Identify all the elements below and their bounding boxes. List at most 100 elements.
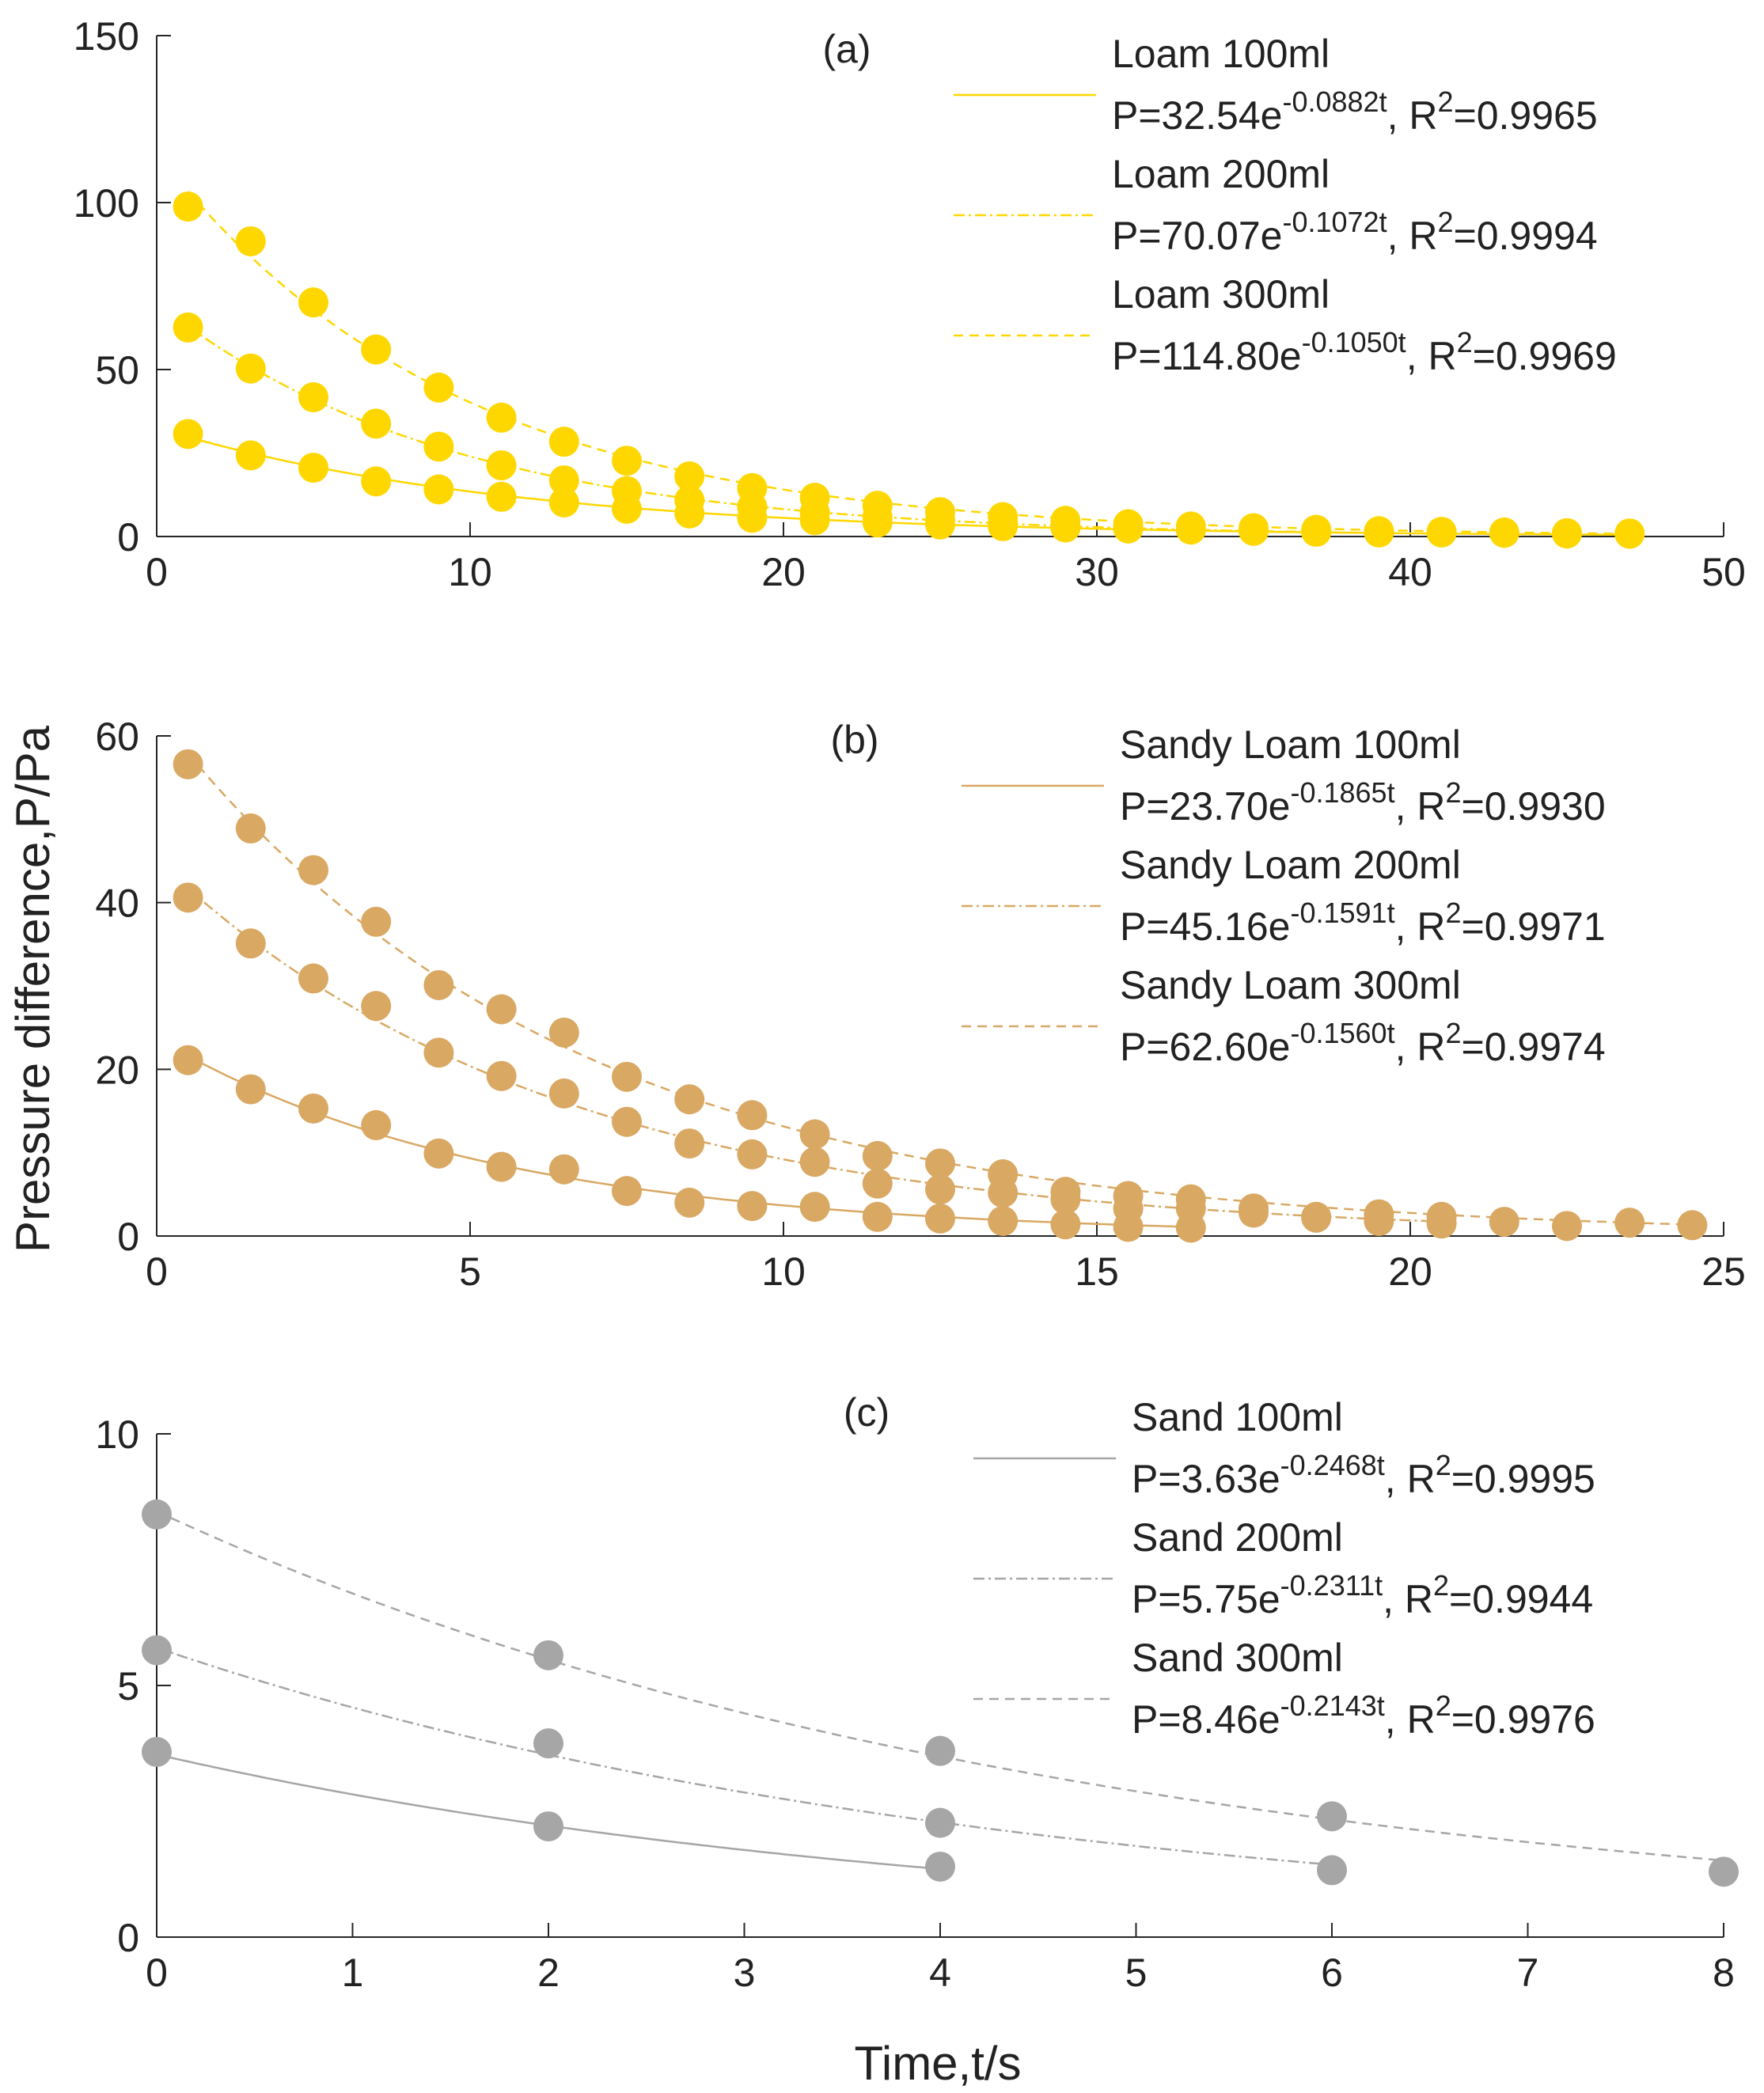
- equation-base: P=3.63e: [1132, 1457, 1280, 1501]
- data-point-series-3: [1175, 511, 1206, 542]
- legend-equation: P=114.80e-0.1050t, R2=0.9969: [1112, 326, 1617, 378]
- x-tick-label: 0: [146, 550, 168, 594]
- x-tick-label: 3: [734, 1951, 756, 1995]
- equation-r: , R: [1395, 904, 1446, 949]
- x-tick-label: 20: [761, 550, 806, 594]
- data-point-series-3: [737, 1100, 768, 1131]
- data-point-series-3: [548, 427, 579, 457]
- data-point-series-1: [799, 1192, 830, 1223]
- x-tick-label: 50: [1701, 550, 1746, 594]
- x-tick-label: 30: [1075, 550, 1119, 594]
- data-point-series-2: [361, 408, 392, 439]
- data-point-series-3: [1301, 514, 1332, 545]
- equation-r-squared-sup: 2: [1438, 206, 1454, 238]
- data-point-series-3: [612, 1061, 642, 1092]
- data-point-series-2: [925, 1807, 955, 1838]
- data-point-series-3: [988, 1159, 1019, 1190]
- data-point-series-3: [298, 855, 328, 885]
- data-point-series-3: [361, 906, 392, 937]
- x-tick-label: 7: [1517, 1951, 1539, 1995]
- equation-r: , R: [1383, 1577, 1433, 1621]
- x-tick-label: 15: [1075, 1249, 1119, 1294]
- equation-r-squared-sup: 2: [1446, 897, 1462, 929]
- data-point-series-1: [173, 419, 203, 449]
- data-point-series-3: [925, 1148, 955, 1179]
- data-point-series-3: [1050, 1177, 1081, 1208]
- data-point-series-2: [533, 1728, 563, 1759]
- data-point-series-3: [1175, 1184, 1206, 1215]
- x-tick-label: 5: [459, 1249, 481, 1294]
- x-tick-label: 20: [1388, 1249, 1432, 1294]
- data-point-series-3: [674, 1084, 705, 1115]
- data-point-series-3: [799, 483, 830, 514]
- equation-base: P=70.07e: [1112, 214, 1282, 258]
- data-point-series-3: [1489, 517, 1519, 548]
- data-point-series-3: [1552, 518, 1582, 548]
- data-point-series-2: [298, 963, 328, 994]
- data-point-series-3: [486, 402, 517, 433]
- data-point-series-3: [1364, 516, 1394, 547]
- equation-base: P=32.54e: [1112, 93, 1282, 138]
- y-tick-label: 100: [74, 181, 139, 226]
- data-point-series-1: [361, 1109, 392, 1140]
- fit-curve-series-2: [156, 1647, 1333, 1866]
- data-point-series-3: [1113, 509, 1144, 540]
- legend-series-name: Loam 200ml: [1112, 152, 1330, 196]
- equation-r-value: =0.9944: [1449, 1577, 1593, 1621]
- data-point-series-3: [235, 813, 266, 844]
- y-tick-label: 0: [117, 1215, 139, 1259]
- x-tick-label: 1: [342, 1951, 364, 1995]
- data-point-series-3: [1552, 1211, 1582, 1242]
- equation-r-value: =0.9974: [1462, 1025, 1606, 1069]
- data-point-series-2: [361, 991, 392, 1022]
- data-point-series-3: [925, 1735, 955, 1766]
- equation-exponent: -0.0882t: [1282, 85, 1387, 118]
- data-point-series-1: [235, 1074, 266, 1105]
- legend-series-name: Sand 300ml: [1132, 1636, 1343, 1680]
- equation-r-squared-sup: 2: [1436, 1449, 1451, 1481]
- data-point-series-1: [486, 1151, 517, 1182]
- panel-label: (a): [822, 27, 871, 71]
- equation-r-squared-sup: 2: [1436, 1689, 1451, 1722]
- data-point-series-3: [1709, 1856, 1739, 1887]
- data-point-series-2: [737, 1139, 768, 1170]
- data-point-series-2: [173, 882, 203, 913]
- equation-r-value: =0.9965: [1454, 93, 1598, 138]
- legend-series-name: Sand 200ml: [1132, 1515, 1343, 1560]
- data-point-series-2: [612, 1106, 642, 1137]
- y-tick-label: 20: [95, 1048, 139, 1092]
- x-tick-label: 6: [1321, 1951, 1343, 1995]
- data-point-series-1: [298, 1093, 328, 1124]
- legend-series-name: Sandy Loam 300ml: [1120, 963, 1461, 1007]
- data-point-series-2: [423, 431, 454, 462]
- data-point-series-3: [548, 1017, 579, 1048]
- y-tick-label: 0: [117, 515, 139, 559]
- x-tick-label: 10: [448, 550, 492, 594]
- equation-r-squared-sup: 2: [1433, 1569, 1449, 1602]
- data-point-series-1: [988, 1206, 1019, 1237]
- legend-equation: P=5.75e-0.2311t, R2=0.9944: [1132, 1569, 1593, 1621]
- chart-panel: 0 5 10 15 20 25 0 20 40 60 (b) Sandy Loam 100ml P=23…: [95, 715, 1745, 1294]
- data-point-series-2: [799, 1147, 830, 1177]
- data-point-series-3: [1677, 1210, 1708, 1241]
- equation-r: , R: [1387, 93, 1438, 138]
- data-point-series-1: [548, 1154, 579, 1185]
- equation-base: P=5.75e: [1132, 1577, 1280, 1621]
- legend-series-name: Loam 300ml: [1112, 272, 1330, 317]
- data-point-series-2: [173, 312, 203, 343]
- data-point-series-3: [674, 461, 705, 492]
- legend-series-name: Sandy Loam 200ml: [1120, 843, 1461, 887]
- data-point-series-1: [862, 1201, 893, 1232]
- equation-r-value: =0.9930: [1462, 784, 1606, 828]
- y-tick-label: 10: [95, 1412, 139, 1457]
- y-tick-label: 50: [95, 348, 139, 392]
- equation-r: , R: [1395, 784, 1446, 828]
- data-point-series-3: [988, 502, 1019, 533]
- equation-r: , R: [1406, 334, 1457, 378]
- data-point-series-2: [235, 353, 266, 384]
- equation-exponent: -0.1591t: [1290, 897, 1394, 929]
- data-point-series-3: [361, 334, 392, 365]
- data-point-series-2: [862, 1168, 893, 1199]
